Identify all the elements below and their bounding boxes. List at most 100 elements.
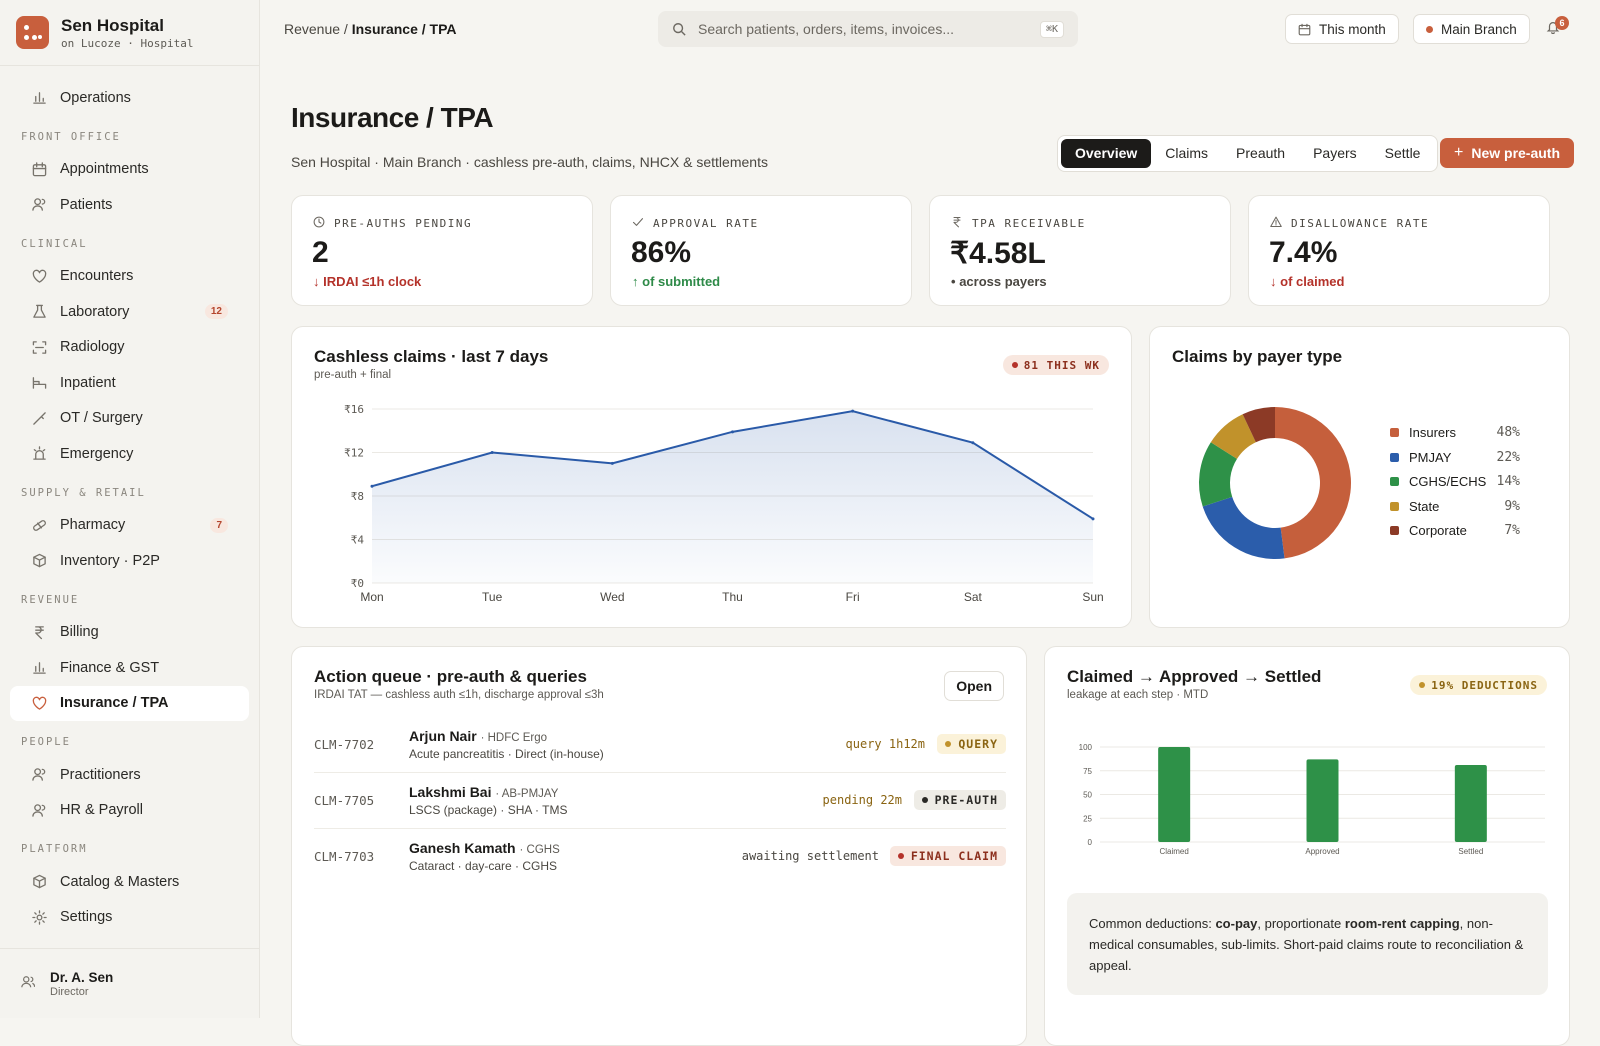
sidebar-item-emergency[interactable]: Emergency (10, 436, 249, 472)
chip-dot-icon (921, 797, 928, 803)
sidebar-nav: Operations FRONT OFFICE Appointments Patien… (0, 66, 259, 935)
donut-slice-cghs-echs[interactable] (1199, 442, 1238, 507)
weekly-count-badge: 81 THIS WK (1002, 355, 1109, 375)
data-point (610, 461, 614, 465)
tab-overview[interactable]: Overview (1061, 139, 1152, 168)
kpi-label-text: PRE-AUTHS PENDING (334, 217, 473, 230)
x-tick-label: Wed (600, 590, 624, 604)
legend-value: 48% (1496, 425, 1520, 440)
tab-payers[interactable]: Payers (1313, 145, 1357, 161)
donut-slice-pmjay[interactable] (1202, 496, 1285, 559)
legend-label: CGHS/ECHS (1409, 474, 1487, 489)
kpi-note: ↓ IRDAI ≤1h clock (313, 274, 421, 289)
sidebar-item-operations[interactable]: Operations (10, 80, 249, 116)
brand-subtitle: on Lucoze · Hospital (61, 36, 194, 50)
tab-claims[interactable]: Claims (1165, 145, 1209, 161)
chip-dot-icon (945, 741, 952, 747)
kpi-note: • across payers (951, 274, 1047, 289)
y-tick-label: ₹12 (344, 447, 364, 460)
claim-stage-label: PRE-AUTH (934, 793, 998, 807)
bar-claimed[interactable] (1158, 747, 1191, 842)
tab-settle[interactable]: Settle (1384, 145, 1421, 161)
donut-slice-corporate[interactable] (1242, 407, 1275, 443)
topbar: Revenue / Insurance / TPA Search patient… (260, 0, 1600, 58)
users-icon (31, 197, 47, 213)
legend-value: 14% (1496, 474, 1520, 489)
area-fill (372, 411, 1093, 583)
donut-slice-state[interactable] (1210, 414, 1256, 459)
sidebar-item-label: Inpatient (60, 374, 116, 391)
branch-selector[interactable]: Main Branch (1413, 14, 1530, 44)
kpi-card-pre-auths-pending: PRE-AUTHS PENDING 2 ↓ IRDAI ≤1h clock (291, 195, 593, 306)
payer-donut-chart (1199, 407, 1351, 559)
calendar-icon (31, 161, 47, 177)
sidebar-item-radiology[interactable]: Radiology (10, 330, 249, 366)
period-label: This month (1319, 21, 1386, 37)
page-subtitle: Sen Hospital · Main Branch · cashless pr… (291, 154, 768, 170)
kpi-label-text: TPA RECEIVABLE (972, 217, 1086, 230)
queue-title: Action queue · pre-auth & queries (314, 667, 587, 686)
search-input[interactable]: Search patients, orders, items, invoices… (658, 11, 1078, 47)
user-profile[interactable]: Dr. A. Sen Director (0, 948, 259, 1018)
kpi-trend-icon: ↓ (1270, 274, 1277, 289)
sidebar-item-insurance-tpa[interactable]: Insurance / TPA (10, 685, 249, 721)
scalpel-icon (31, 410, 47, 426)
patient-name-line: Arjun Nair · HDFC Ergo (409, 728, 547, 744)
rupee-icon (31, 624, 47, 640)
sidebar-item-patients[interactable]: Patients (10, 187, 249, 223)
legend-swatch (1390, 501, 1399, 511)
sidebar-section-platform: PLATFORM (21, 843, 88, 855)
x-tick-label: Thu (722, 590, 743, 604)
funnel-title: Claimed → Approved → Settled (1067, 667, 1322, 686)
sidebar-item-hr-payroll[interactable]: HR & Payroll (10, 793, 249, 829)
brand-name: Sen Hospital (61, 15, 164, 35)
donut-slice-insurers[interactable] (1275, 407, 1351, 559)
sidebar-item-inventory-p2p[interactable]: Inventory · P2P (10, 543, 249, 579)
x-tick-label: Sun (1082, 590, 1103, 604)
bar-chart-icon (31, 90, 47, 106)
sidebar-item-encounters[interactable]: Encounters (10, 259, 249, 295)
sidebar-item-inpatient[interactable]: Inpatient (10, 365, 249, 401)
sidebar-item-pharmacy[interactable]: Pharmacy 7 (10, 508, 249, 544)
sidebar-item-settings[interactable]: Settings (10, 900, 249, 936)
notifications-button[interactable]: 6 (1546, 16, 1569, 36)
legend-label: Corporate (1409, 523, 1467, 538)
sidebar-item-billing[interactable]: Billing (10, 615, 249, 651)
bar-settled[interactable] (1454, 765, 1487, 842)
sidebar-item-label: Finance & GST (60, 659, 160, 676)
sidebar-section-front-office: FRONT OFFICE (21, 130, 121, 143)
check-icon (632, 216, 644, 231)
kpi-note: ↑ of submitted (632, 274, 720, 289)
brand[interactable]: Sen Hospital on Lucoze · Hospital (0, 0, 259, 66)
sidebar-item-finance-gst[interactable]: Finance & GST (10, 650, 249, 686)
tab-preauth[interactable]: Preauth (1236, 145, 1286, 161)
claim-stage-chip: FINAL CLAIM (889, 846, 1006, 866)
bell-icon (1546, 22, 1560, 35)
queue-row[interactable]: CLM-7702 Arjun Nair · HDFC Ergo Acute panc… (314, 717, 1006, 773)
bar-approved[interactable] (1306, 759, 1339, 842)
sidebar-item-laboratory[interactable]: Laboratory 12 (10, 294, 249, 330)
page-title: Insurance / TPA (291, 102, 494, 133)
breadcrumb-parent[interactable]: Revenue (284, 21, 341, 37)
calendar-icon (1298, 23, 1311, 35)
legend-item-insurers: Insurers 48% (1390, 425, 1520, 440)
period-selector[interactable]: This month (1285, 14, 1399, 44)
deductions-badge: 19% DEDUCTIONS (1410, 675, 1547, 695)
queue-row[interactable]: CLM-7703 Ganesh Kamath · CGHS Cataract · d… (314, 829, 1006, 885)
kpi-note-text: of submitted (642, 274, 721, 289)
sidebar-item-appointments[interactable]: Appointments (10, 152, 249, 188)
new-preauth-button[interactable]: + New pre-auth (1440, 138, 1575, 168)
queue-row[interactable]: CLM-7705 Lakshmi Bai · AB-PMJAY LSCS (pack… (314, 773, 1006, 829)
sidebar-item-practitioners[interactable]: Practitioners (10, 757, 249, 793)
note-suffix: , non-medical consumables, sub-limits. S… (1089, 916, 1524, 973)
badge-dot-icon (1011, 362, 1018, 368)
case-detail: LSCS (package) · SHA · TMS (409, 803, 568, 817)
kpi-card-disallowance-rate: DISALLOWANCE RATE 7.4% ↓ of claimed (1248, 195, 1550, 306)
open-queue-button[interactable]: Open (944, 671, 1004, 701)
y-tick-label: ₹8 (351, 490, 364, 503)
sidebar-item-ot-surgery[interactable]: OT / Surgery (10, 401, 249, 437)
kpi-trend-icon: • (951, 274, 956, 289)
sidebar-item-catalog-masters[interactable]: Catalog & Masters (10, 864, 249, 900)
claim-status-timer: pending 22m (822, 793, 902, 807)
kpi-value: 2 (312, 236, 329, 269)
